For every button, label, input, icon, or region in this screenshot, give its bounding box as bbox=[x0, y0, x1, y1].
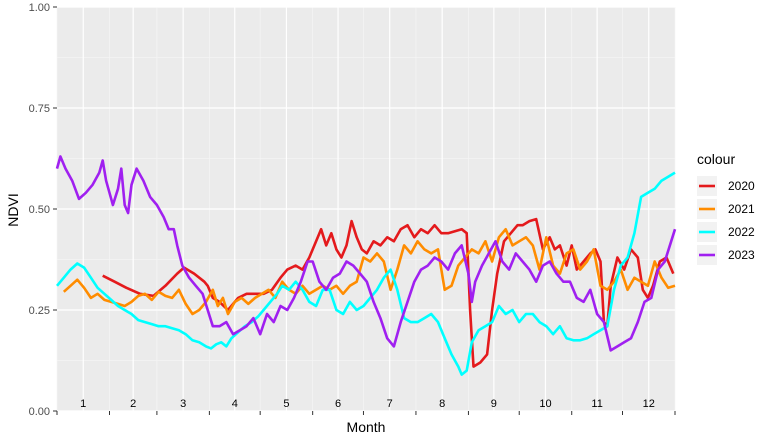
month-ticks bbox=[56, 411, 676, 415]
month-label: 2 bbox=[130, 398, 136, 410]
month-labels: 1 2 3 4 5 6 7 8 9 10 11 12 bbox=[80, 398, 655, 410]
month-label: 12 bbox=[643, 398, 655, 410]
month-label: 1 bbox=[80, 398, 86, 410]
series-lines bbox=[55, 155, 677, 376]
x-axis-title: Month bbox=[347, 419, 386, 435]
month-label: 8 bbox=[439, 398, 445, 410]
month-label: 6 bbox=[335, 398, 341, 410]
legend: colour 2020 2021 2022 2023 bbox=[697, 151, 755, 265]
y-tick-label: 1.00 bbox=[29, 2, 50, 14]
y-axis: 0.00 0.25 0.50 0.75 1.00 bbox=[29, 2, 57, 418]
series-line-2023 bbox=[55, 155, 677, 352]
series-line-2022 bbox=[56, 171, 676, 376]
legend-label-2020: 2020 bbox=[728, 179, 755, 193]
legend-label-2022: 2022 bbox=[728, 225, 755, 239]
month-label: 11 bbox=[591, 398, 602, 410]
y-tick-label: 0.75 bbox=[29, 103, 50, 115]
y-tick-label: 0.00 bbox=[29, 406, 50, 418]
month-label: 3 bbox=[180, 398, 186, 410]
y-tick-label: 0.25 bbox=[29, 305, 50, 317]
month-label: 7 bbox=[387, 398, 393, 410]
month-label: 5 bbox=[283, 398, 289, 410]
month-label: 4 bbox=[232, 398, 238, 410]
y-axis-title: NDVI bbox=[5, 193, 21, 226]
legend-label-2021: 2021 bbox=[728, 202, 755, 216]
month-label: 10 bbox=[539, 398, 551, 410]
y-tick-label: 0.50 bbox=[29, 204, 50, 216]
legend-title: colour bbox=[697, 151, 735, 167]
series-line-2021 bbox=[62, 227, 676, 316]
month-label: 9 bbox=[491, 398, 497, 410]
legend-label-2023: 2023 bbox=[728, 248, 755, 262]
grid-major bbox=[57, 6, 675, 412]
